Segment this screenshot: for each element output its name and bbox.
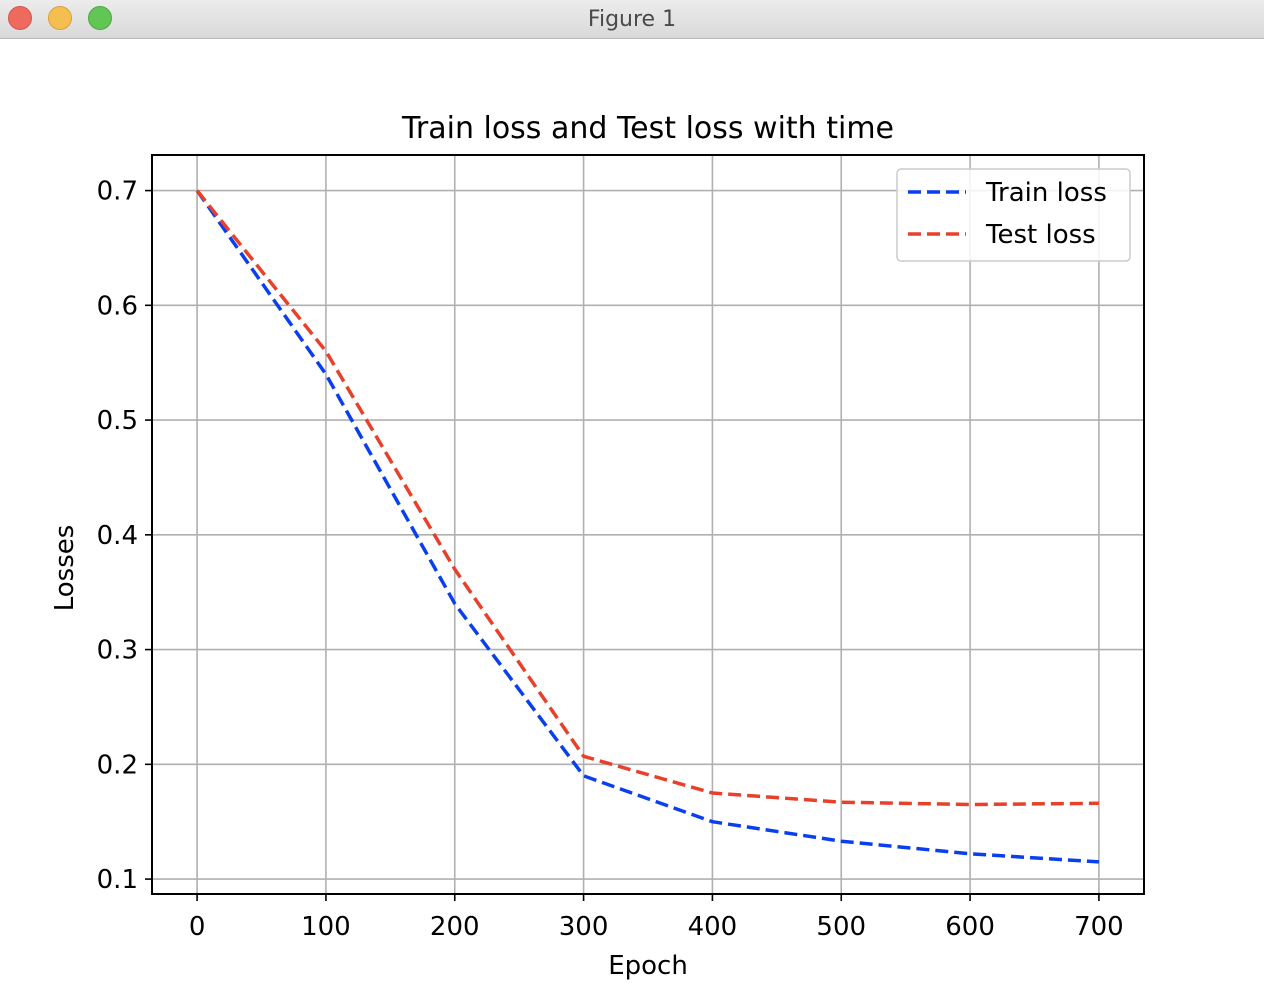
y-tick-label: 0.3: [97, 636, 138, 666]
y-tick-label: 0.7: [97, 177, 138, 207]
close-button[interactable]: [8, 6, 32, 30]
window-title: Figure 1: [587, 7, 677, 32]
line-chart: Train loss and Test loss with time 0 100 2…: [50, 111, 1145, 981]
minimize-button[interactable]: [48, 6, 72, 30]
title-bar: Figure 1: [0, 0, 1264, 39]
x-tick-label: 400: [688, 912, 738, 942]
x-tick-label: 500: [816, 912, 866, 942]
grid: [152, 155, 1144, 894]
axis-ticks: 0 100 200 300 400 500 600 700 0.1 0.2 0.3 0.4 0.5 0.6…: [97, 177, 1124, 942]
chart-title: Train loss and Test loss with time: [401, 111, 894, 146]
x-tick-label: 300: [559, 912, 609, 942]
x-tick-label: 100: [301, 912, 351, 942]
series-line-test: [195, 189, 1099, 807]
y-axis-label: Losses: [50, 525, 80, 612]
y-tick-label: 0.2: [97, 750, 138, 780]
plot-frame: [151, 154, 1145, 895]
x-tick-label: 200: [430, 912, 480, 942]
series-line-train: [195, 189, 1100, 864]
series-lines: [195, 189, 1100, 864]
legend: Train loss Test loss: [896, 168, 1131, 262]
legend-test-label: Test loss: [985, 220, 1096, 250]
x-tick-label: 600: [945, 912, 995, 942]
y-tick-label: 0.1: [97, 865, 138, 895]
y-tick-label: 0.4: [97, 521, 138, 551]
x-tick-label: 700: [1074, 912, 1124, 942]
zoom-button[interactable]: [88, 6, 112, 30]
figure-canvas: Train loss and Test loss with time 0 100 2…: [0, 40, 1264, 1002]
y-tick-label: 0.6: [97, 291, 138, 321]
y-tick-label: 0.5: [97, 406, 138, 436]
x-tick-label: 0: [189, 912, 206, 942]
legend-train-label: Train loss: [985, 178, 1107, 208]
x-axis-label: Epoch: [608, 951, 688, 981]
